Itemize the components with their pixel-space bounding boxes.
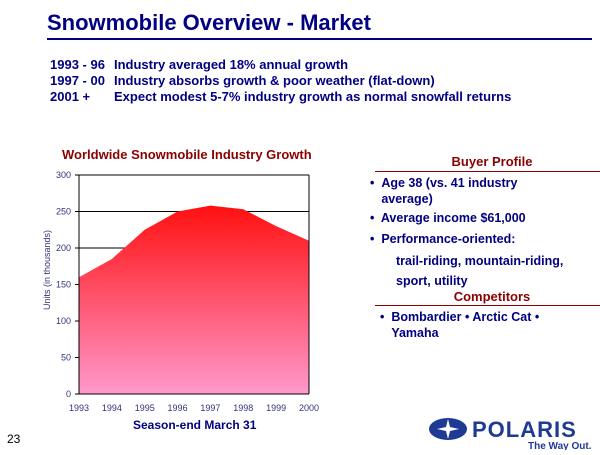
competitors-title: Competitors xyxy=(375,289,600,304)
y-tick-label: 250 xyxy=(56,207,71,217)
x-tick-label: 1993 xyxy=(69,403,89,413)
item-text: Age 38 (vs. 41 industry average) xyxy=(381,175,551,207)
competitors-list: • Bombardier • Arctic Cat • Yamaha xyxy=(380,309,580,341)
y-tick-label: 150 xyxy=(56,280,71,290)
buyer-item-3: • Performance-oriented: xyxy=(370,231,515,247)
section-rule xyxy=(375,171,600,172)
buyer-subitems: trail-riding, mountain-riding, sport, ut… xyxy=(396,251,586,291)
y-tick-label: 50 xyxy=(61,353,71,363)
item-text: Performance-oriented: xyxy=(381,232,515,246)
x-tick-label: 1998 xyxy=(233,403,253,413)
x-tick-label: 1996 xyxy=(168,403,188,413)
svg-text:POLARIS: POLARIS xyxy=(472,417,577,442)
section-rule xyxy=(375,305,600,306)
polaris-logo: POLARIS The Way Out. xyxy=(428,416,468,440)
y-tick-label: 200 xyxy=(56,243,71,253)
x-tick-label: 2000 xyxy=(299,403,319,413)
x-tick-label: 1999 xyxy=(266,403,286,413)
x-tick-label: 1997 xyxy=(200,403,220,413)
item-text: Average income $61,000 xyxy=(381,211,526,225)
page-number: 23 xyxy=(7,432,20,446)
y-tick-label: 300 xyxy=(56,170,71,180)
buyer-profile-title: Buyer Profile xyxy=(375,154,600,169)
buyer-item-2: • Average income $61,000 xyxy=(370,210,526,226)
svg-text:The Way Out.: The Way Out. xyxy=(528,441,592,450)
polaris-star-icon: POLARIS The Way Out. xyxy=(428,416,598,450)
buyer-item-1: • Age 38 (vs. 41 industry average) xyxy=(370,175,570,207)
y-tick-label: 0 xyxy=(66,389,71,399)
competitors-text: Bombardier • Arctic Cat • Yamaha xyxy=(391,309,566,341)
y-tick-label: 100 xyxy=(56,316,71,326)
x-tick-label: 1994 xyxy=(102,403,122,413)
area-series xyxy=(79,206,309,394)
x-tick-label: 1995 xyxy=(135,403,155,413)
